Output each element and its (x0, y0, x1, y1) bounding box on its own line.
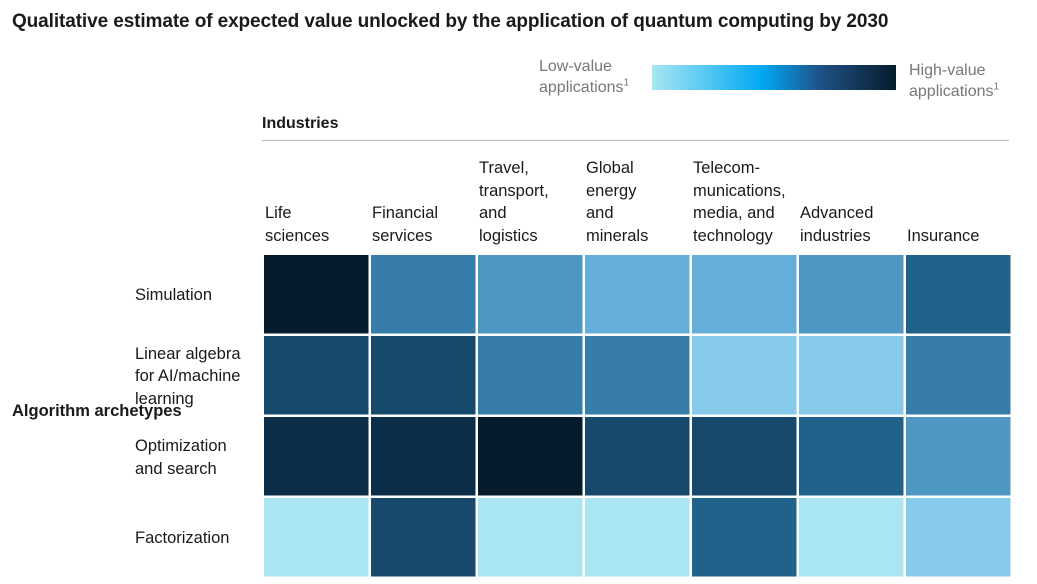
heatmap-cell (264, 255, 369, 334)
heatmap-cell (906, 255, 1011, 334)
legend-gradient-bar (652, 65, 896, 90)
heatmap-cell (371, 255, 476, 334)
heatmap-cell (692, 255, 797, 334)
heatmap-cell (692, 417, 797, 496)
heatmap-cell (799, 498, 904, 577)
row-label: Linear algebra for AI/machine learning (135, 344, 241, 408)
heatmap-cell (585, 255, 690, 334)
heatmap-cell (799, 255, 904, 334)
heatmap-cell (585, 336, 690, 415)
legend-high-footnote: 1 (993, 81, 1000, 93)
heatmap-cell (585, 417, 690, 496)
heatmap-cell (692, 498, 797, 577)
heatmap-cell (478, 336, 583, 415)
heatmap-cell (371, 417, 476, 496)
column-header: Global energy and minerals (586, 159, 649, 245)
legend-low-footnote: 1 (623, 77, 630, 89)
legend-high-label: High-value applications1 (909, 60, 999, 102)
heatmap-cell (264, 498, 369, 577)
column-header: Telecom- munications, media, and technol… (693, 159, 786, 245)
heatmap-cell (264, 336, 369, 415)
heatmap-cell (478, 255, 583, 334)
row-label: Factorization (135, 529, 230, 548)
heatmap-cell (478, 498, 583, 577)
heatmap-cell (371, 498, 476, 577)
legend-high-text: High-value applications (909, 62, 994, 100)
heatmap-cell (799, 336, 904, 415)
heatmap-cell (264, 417, 369, 496)
heatmap-cell (585, 498, 690, 577)
column-header: Insurance (907, 226, 980, 245)
chart-title: Qualitative estimate of expected value u… (12, 11, 889, 32)
legend-low-text: Low-value applications (539, 58, 624, 96)
heatmap-cell (371, 336, 476, 415)
header-divider (262, 140, 1009, 141)
heatmap-cell (799, 417, 904, 496)
heatmap-cell (906, 417, 1011, 496)
x-axis-title: Industries (262, 115, 339, 132)
y-axis-title: Algorithm archetypes (12, 402, 182, 420)
legend-low-label: Low-value applications1 (539, 56, 629, 98)
heatmap-cell (478, 417, 583, 496)
heatmap-cell (906, 498, 1011, 577)
column-header: Financial services (372, 204, 439, 245)
column-header: Travel, transport, and logistics (479, 159, 549, 245)
column-header: Life sciences (265, 204, 330, 245)
row-label: Simulation (135, 286, 213, 305)
heatmap-cell (906, 336, 1011, 415)
column-header: Advanced industries (800, 204, 874, 245)
row-label: Optimization and search (135, 437, 227, 478)
heatmap-cell (692, 336, 797, 415)
